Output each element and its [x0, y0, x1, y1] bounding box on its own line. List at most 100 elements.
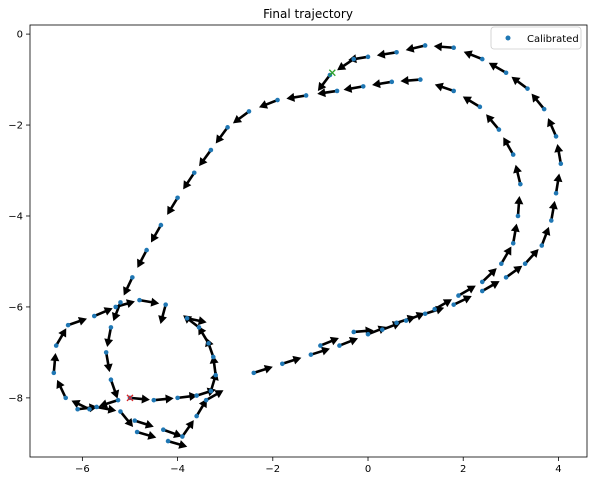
heading-arrow-head [188, 391, 198, 401]
data-point [389, 79, 395, 85]
heading-arrow-shaft [488, 118, 500, 131]
heading-arrow-head [488, 62, 498, 71]
heading-arrow-shaft [554, 179, 560, 194]
heading-arrow-head [434, 82, 444, 92]
heading-arrow-shaft [138, 249, 148, 264]
heading-arrow-head [151, 233, 159, 243]
data-point [203, 397, 209, 403]
plot-area [30, 25, 587, 457]
data-point [191, 170, 197, 176]
data-point [160, 427, 166, 433]
data-point [503, 275, 509, 280]
data-point [522, 261, 528, 267]
data-point [137, 297, 142, 303]
heading-arrow-shaft [515, 79, 529, 90]
y-tick-label: −6 [8, 302, 23, 313]
heading-arrow-head [103, 307, 113, 316]
data-point [422, 311, 428, 317]
heading-arrow-shaft [439, 45, 454, 50]
data-point [403, 318, 409, 323]
heading-arrow-head [150, 297, 160, 307]
heading-arrow-shaft [152, 224, 163, 238]
heading-arrow-head [348, 336, 359, 346]
heading-arrow-shaft [493, 64, 507, 74]
heading-arrow-shaft [353, 329, 368, 334]
data-point [132, 418, 138, 423]
heading-arrow-head [178, 440, 188, 449]
data-point [510, 240, 516, 246]
data-point [108, 377, 114, 382]
data-point [134, 429, 140, 435]
heading-arrow-shaft [236, 110, 250, 121]
heading-arrow-head [71, 400, 81, 409]
data-point [163, 302, 168, 307]
heading-arrow-shaft [52, 358, 57, 373]
heading-arrow-head [486, 114, 495, 124]
heading-arrow-shaft [139, 298, 154, 304]
heading-arrow-shaft [115, 301, 130, 309]
heading-arrow-shaft [177, 394, 192, 400]
heading-arrow-shaft [500, 250, 510, 265]
heading-arrow-shaft [353, 55, 369, 61]
heading-arrow-head [531, 93, 541, 103]
heading-arrow-shaft [467, 98, 481, 108]
heading-arrow-shaft [320, 74, 331, 87]
heading-arrow-head [292, 355, 302, 365]
heading-arrow-shaft [382, 51, 397, 56]
heading-arrow-shaft [338, 339, 353, 347]
heading-arrow-head [104, 338, 114, 348]
heading-arrow-head [50, 352, 60, 362]
data-point [334, 88, 340, 94]
heading-arrow-head [263, 364, 273, 374]
data-point [451, 302, 457, 307]
heading-arrow-shaft [481, 282, 496, 293]
data-point [548, 218, 554, 223]
data-point [165, 438, 171, 444]
y-tick-label: −8 [8, 393, 23, 404]
heading-arrow-shaft [377, 80, 393, 86]
heading-arrow-head [433, 42, 443, 52]
heading-arrow-shaft [181, 424, 192, 438]
heading-arrow-head [58, 328, 67, 338]
heading-arrow-shaft [196, 390, 211, 397]
heading-arrow-head [77, 316, 87, 326]
end-marker [328, 69, 336, 77]
data-point [130, 275, 135, 280]
data-point [525, 86, 530, 91]
heading-arrow-head [503, 246, 512, 256]
heading-arrow-head [158, 315, 167, 324]
data-point [108, 325, 114, 330]
legend-label-calibrated: Calibrated [527, 34, 579, 45]
data-point [422, 43, 428, 48]
data-point [456, 293, 461, 298]
heading-arrow-head [400, 76, 409, 86]
data-point [51, 370, 57, 376]
chart-title: Final trajectory [263, 7, 353, 21]
heading-arrow-shaft [212, 361, 217, 376]
heading-arrow-shaft [292, 94, 307, 99]
markers-layer [126, 69, 336, 402]
data-point [318, 343, 323, 348]
heading-arrow-head [405, 43, 415, 53]
heading-arrow-head [197, 316, 207, 326]
data-point [118, 409, 123, 414]
heading-arrow-shaft [457, 287, 472, 297]
heading-arrow-head [185, 420, 194, 430]
data-point [113, 304, 118, 310]
x-tick-label: 0 [365, 464, 371, 475]
heading-arrow-shaft [468, 52, 483, 61]
heading-arrow-head [215, 134, 225, 144]
heading-arrow-shaft [310, 349, 325, 356]
heading-arrow-shaft [201, 149, 212, 163]
heading-arrow-head [490, 281, 500, 289]
heading-arrow-head [199, 157, 208, 167]
heading-arrow-head [372, 79, 381, 89]
data-point [515, 213, 521, 219]
heading-arrow-head [415, 311, 425, 321]
data-point [477, 104, 483, 110]
heading-arrow-head [209, 355, 219, 364]
data-point [275, 97, 280, 103]
heading-arrow-head [487, 268, 497, 277]
data-point [196, 325, 202, 330]
